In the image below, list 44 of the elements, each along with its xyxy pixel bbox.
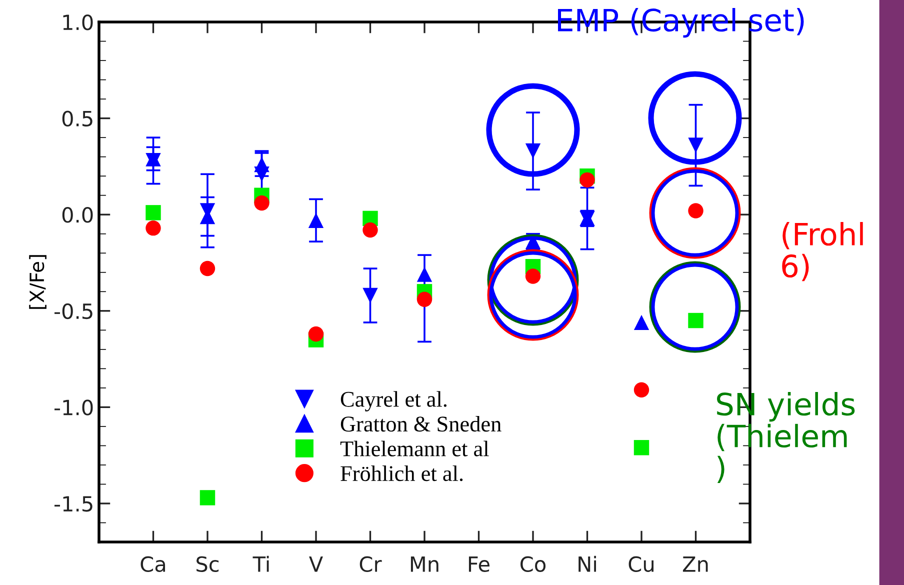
point	[146, 220, 161, 236]
x-tick-label: Ti	[252, 556, 269, 572]
point	[688, 312, 704, 328]
x-tick-label: Sc	[196, 556, 219, 572]
y-tick-label: -1.5	[54, 496, 92, 512]
y-axis-title: [X/Fe]	[29, 255, 46, 309]
point	[362, 288, 378, 304]
x-tick-label: Co	[520, 556, 546, 572]
x-tick-label: V	[309, 556, 323, 572]
x-tick-label: Mn	[410, 556, 438, 572]
point	[308, 326, 324, 342]
point	[634, 314, 650, 330]
point	[362, 222, 378, 238]
y-tick-label: 0.0	[62, 207, 93, 223]
point	[200, 260, 216, 276]
y-tick-label: 1.0	[63, 14, 93, 30]
point	[580, 172, 595, 188]
point	[688, 138, 704, 153]
x-tick-label: Ca	[140, 556, 166, 572]
legend-label: Cayrel et al.	[340, 391, 446, 412]
text: (Frohl 6)	[782, 222, 863, 282]
y-tick-label: 0.5	[62, 110, 92, 127]
point	[254, 156, 270, 172]
point	[416, 266, 432, 282]
legend-label: Thielemann et al	[340, 440, 489, 456]
point	[200, 490, 216, 506]
x-tick-label: Fe	[468, 556, 490, 572]
point	[525, 268, 541, 284]
x-tick-label: Ni	[578, 556, 596, 572]
y-tick-label: -1.0	[54, 400, 93, 416]
point	[308, 212, 324, 228]
point	[634, 382, 650, 398]
point	[688, 203, 704, 218]
legend-label: Fröhlich et al.	[340, 465, 463, 482]
legend-label: Gratton & Sneden	[340, 416, 502, 432]
x-tick-label: Zn	[682, 556, 708, 572]
x-tick-label: Cu	[628, 556, 654, 572]
point	[634, 440, 650, 456]
point	[254, 195, 270, 211]
point	[146, 205, 161, 220]
point	[416, 292, 432, 307]
point	[525, 143, 541, 159]
x-tick-label: Cr	[360, 556, 382, 572]
y-tick-label: -0.5	[54, 303, 92, 320]
